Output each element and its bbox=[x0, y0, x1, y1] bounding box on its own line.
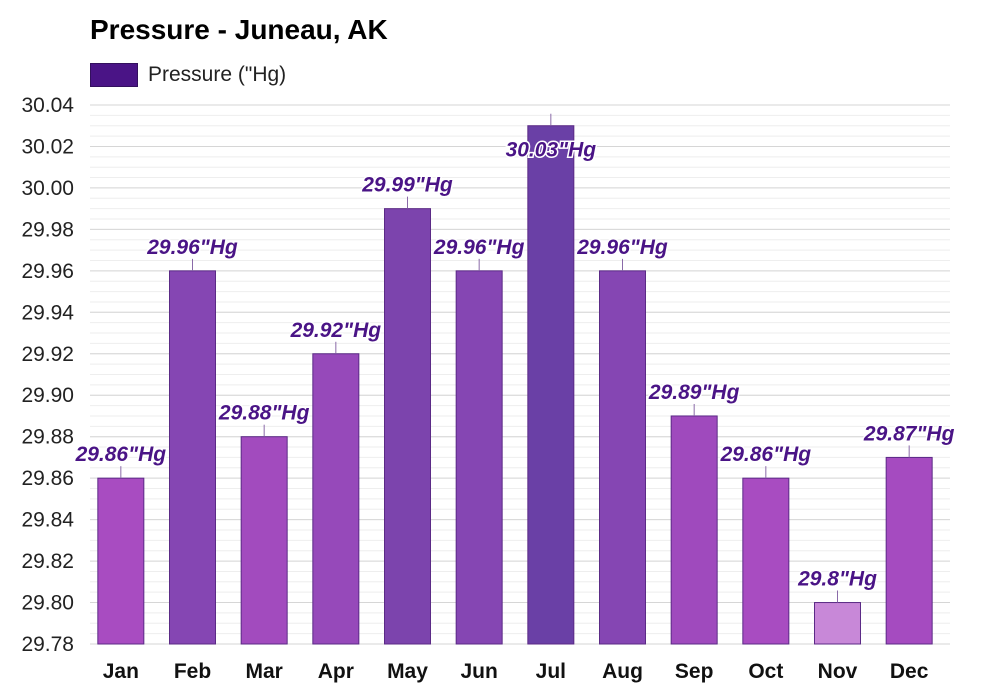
grid-lines bbox=[90, 104, 950, 645]
bar-oct bbox=[742, 477, 790, 645]
x-tick-label: Nov bbox=[818, 660, 858, 683]
bar-apr bbox=[312, 353, 360, 645]
data-label: 29.86"Hg bbox=[75, 443, 167, 466]
x-tick-label: Aug bbox=[602, 660, 643, 683]
data-labels: 29.86"Hg 29.96"Hg 29.88"Hg 29.92"Hg 29.99"Hg… bbox=[73, 137, 956, 592]
x-tick-label: Jan bbox=[103, 660, 139, 683]
x-tick-label: Mar bbox=[245, 660, 282, 683]
bar-aug bbox=[599, 270, 646, 645]
data-label: 30.03"Hg bbox=[506, 139, 597, 162]
data-label: 29.96"Hg bbox=[433, 236, 525, 259]
bar-jul bbox=[527, 125, 575, 645]
y-tick-label: 30.00 bbox=[21, 177, 74, 200]
data-label: 29.96"Hg bbox=[146, 236, 238, 259]
bar-may bbox=[384, 208, 431, 645]
y-tick-label: 30.02 bbox=[21, 135, 74, 158]
bar-jun bbox=[455, 270, 503, 645]
bar-mar bbox=[240, 436, 288, 645]
x-axis-ticks: Jan Feb Mar Apr May Jun Jul Aug Sep Oct Nov Dec bbox=[103, 660, 929, 683]
y-tick-label: 29.88 bbox=[21, 426, 74, 449]
x-tick-label: Oct bbox=[748, 660, 783, 683]
x-tick-label: Feb bbox=[174, 660, 211, 683]
x-tick-label: Dec bbox=[890, 660, 929, 683]
bars bbox=[97, 113, 933, 645]
data-label: 29.99"Hg bbox=[361, 174, 453, 197]
data-label: 29.92"Hg bbox=[290, 319, 382, 342]
bar-sep bbox=[670, 415, 718, 645]
y-tick-label: 29.80 bbox=[21, 592, 74, 615]
y-tick-label: 30.04 bbox=[21, 94, 74, 117]
y-tick-label: 29.90 bbox=[21, 384, 74, 407]
data-label: 29.96"Hg bbox=[576, 236, 668, 259]
bar-jan bbox=[97, 477, 145, 645]
x-tick-label: Jul bbox=[536, 660, 566, 683]
data-label: 29.88"Hg bbox=[218, 402, 310, 425]
data-label: 29.87"Hg bbox=[863, 422, 955, 445]
x-tick-label: Jun bbox=[460, 660, 497, 683]
legend: Pressure ("Hg) bbox=[90, 62, 286, 88]
x-tick-label: May bbox=[387, 660, 428, 683]
data-label: 29.89"Hg bbox=[648, 381, 740, 404]
y-tick-label: 29.96 bbox=[21, 260, 74, 283]
y-tick-label: 29.86 bbox=[21, 467, 74, 490]
y-tick-label: 29.98 bbox=[21, 218, 74, 241]
data-label: 29.86"Hg bbox=[720, 443, 812, 466]
legend-label: Pressure ("Hg) bbox=[148, 63, 287, 86]
x-tick-label: Apr bbox=[318, 660, 354, 683]
y-tick-label: 29.92 bbox=[21, 343, 74, 366]
legend-swatch bbox=[90, 63, 138, 87]
x-tick-label: Sep bbox=[675, 660, 714, 683]
data-label: 29.8"Hg bbox=[797, 568, 877, 591]
bar-dec bbox=[885, 456, 933, 645]
y-tick-label: 29.84 bbox=[21, 509, 74, 532]
y-tick-label: 29.82 bbox=[21, 550, 74, 573]
bar-nov bbox=[814, 602, 861, 645]
y-tick-label: 29.78 bbox=[21, 633, 74, 656]
y-axis-ticks: 29.78 29.80 29.82 29.84 29.86 29.88 29.90 29.92… bbox=[21, 94, 74, 656]
chart-title: Pressure - Juneau, AK bbox=[90, 14, 388, 45]
bar-feb bbox=[169, 270, 216, 645]
y-tick-label: 29.94 bbox=[21, 301, 74, 324]
